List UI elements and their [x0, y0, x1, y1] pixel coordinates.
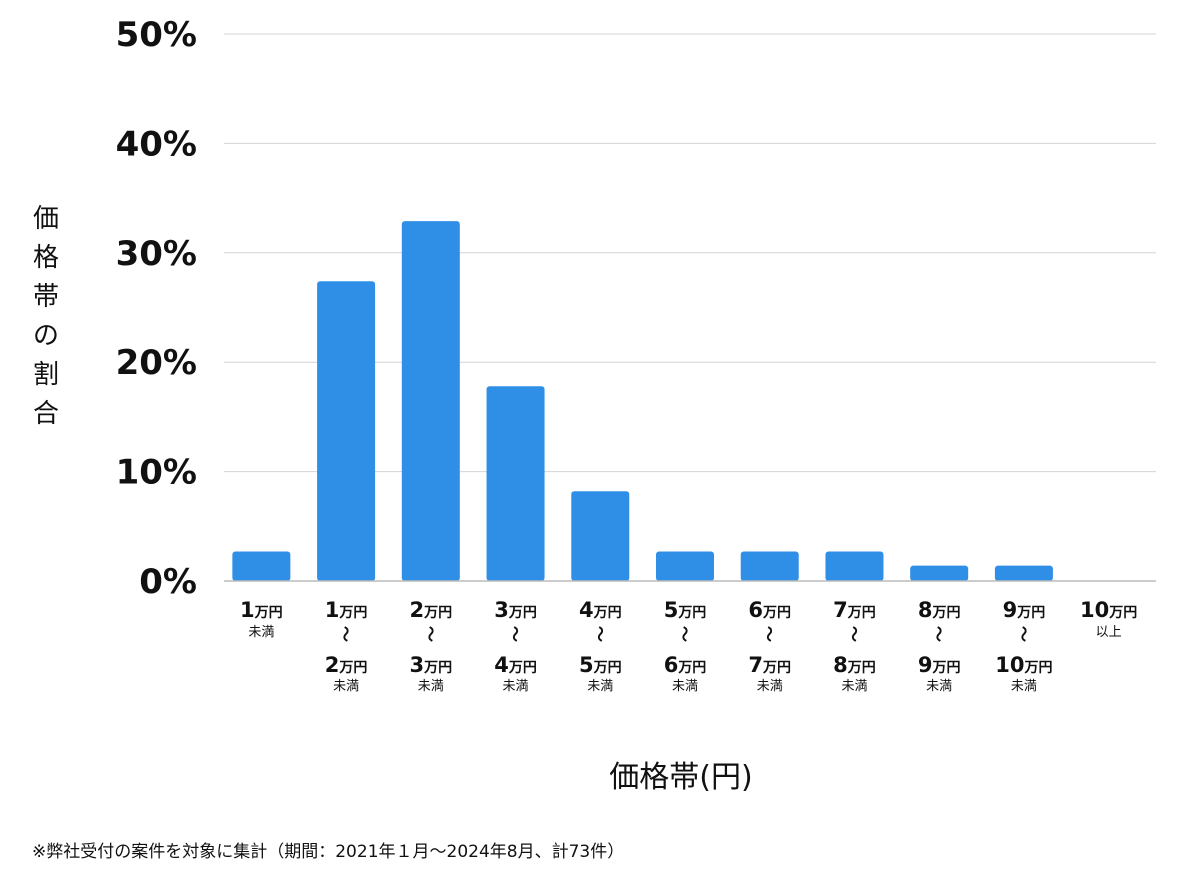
bar [994, 565, 1053, 581]
category-top: 2万円 [410, 598, 453, 622]
category-top: 3万円 [494, 598, 537, 622]
bar [910, 565, 969, 581]
y-tick-label: 50% [116, 15, 197, 55]
range-mark: 〜 [675, 626, 694, 642]
category-top: 7万円 [833, 598, 876, 622]
category-suffix: 未満 [248, 625, 274, 640]
bar [401, 221, 460, 581]
category-bottom: 8万円 [833, 653, 876, 677]
category-suffix: 未満 [418, 679, 444, 694]
footnote: ※弊社受付の案件を対象に集計（期間：2021年１月〜2024年8月、計73件） [32, 842, 624, 862]
category-bottom: 6万円 [664, 653, 707, 677]
category-suffix: 以上 [1096, 625, 1122, 640]
category-bottom: 7万円 [748, 653, 791, 677]
category-suffix: 未満 [926, 679, 952, 694]
category-suffix: 未満 [503, 679, 529, 694]
bar [571, 491, 630, 581]
y-axis-ticks: 0% 10% 20% 30% 40% 50% [116, 15, 197, 602]
category-top: 9万円 [1003, 598, 1046, 622]
y-label-char: 帯 [33, 282, 59, 312]
range-mark: 〜 [421, 626, 440, 642]
category-bottom: 2万円 [325, 653, 368, 677]
range-mark: 〜 [336, 626, 355, 642]
y-tick-label: 0% [139, 562, 197, 602]
category-top: 8万円 [918, 598, 961, 622]
range-mark: 〜 [1014, 626, 1033, 642]
x-axis-label: 価格帯(円) [609, 760, 752, 795]
category-top: 5万円 [664, 598, 707, 622]
category-bottom: 9万円 [918, 653, 961, 677]
y-label-char: 割 [33, 360, 59, 390]
category-top: 6万円 [748, 598, 791, 622]
category-suffix: 未満 [587, 679, 613, 694]
category-top: 1万円 [240, 598, 283, 622]
category-bottom: 3万円 [410, 653, 453, 677]
y-tick-label: 30% [116, 234, 197, 274]
category-suffix: 未満 [1011, 679, 1037, 694]
y-tick-label: 40% [116, 124, 197, 164]
bar [656, 551, 714, 581]
category-suffix: 未満 [333, 679, 359, 694]
y-label-char: 格 [33, 243, 59, 273]
bar [486, 386, 545, 581]
range-mark: 〜 [590, 626, 609, 642]
x-axis-categories: 1万円未満1万円〜2万円未満2万円〜3万円未満3万円〜4万円未満4万円〜5万円未… [240, 598, 1137, 694]
category-top: 10万円 [1080, 598, 1137, 622]
bar [825, 551, 884, 581]
category-bottom: 10万円 [995, 653, 1052, 677]
category-bottom: 4万円 [494, 653, 537, 677]
bar [317, 281, 376, 581]
range-mark: 〜 [506, 626, 525, 642]
bars [232, 221, 1053, 581]
y-label-char: の [33, 321, 59, 351]
category-suffix: 未満 [841, 679, 867, 694]
gridlines [224, 33, 1156, 473]
y-tick-label: 20% [116, 343, 197, 383]
y-label-char: 合 [33, 399, 59, 429]
category-bottom: 5万円 [579, 653, 622, 677]
y-tick-label: 10% [116, 453, 197, 493]
range-mark: 〜 [929, 626, 948, 642]
category-top: 4万円 [579, 598, 622, 622]
range-mark: 〜 [844, 626, 863, 642]
category-suffix: 未満 [672, 679, 698, 694]
category-suffix: 未満 [757, 679, 783, 694]
y-label-char: 価 [33, 204, 59, 234]
category-top: 1万円 [325, 598, 368, 622]
bar [232, 551, 291, 581]
range-mark: 〜 [760, 626, 779, 642]
bar [740, 551, 799, 581]
